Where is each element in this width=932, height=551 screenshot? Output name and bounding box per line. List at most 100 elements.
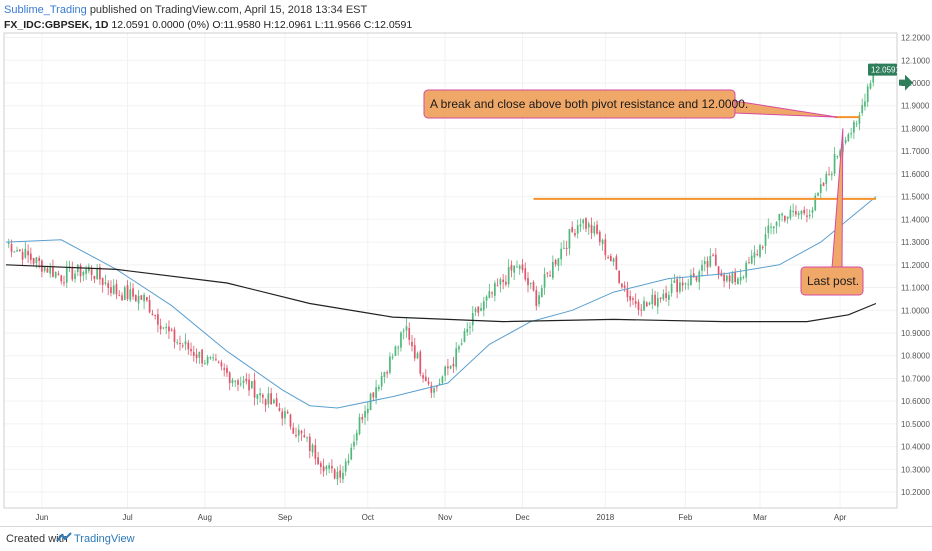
- candle-body: [668, 294, 670, 300]
- candle-body: [88, 266, 90, 272]
- candle-body: [289, 414, 292, 427]
- tradingview-logo-icon[interactable]: [56, 531, 72, 545]
- candle-body: [795, 211, 797, 215]
- candle-body: [123, 287, 126, 301]
- candle-body: [703, 261, 706, 265]
- candlestick-series: [7, 62, 877, 485]
- candle-body: [601, 239, 604, 245]
- candle-body: [767, 225, 770, 234]
- candle-body: [651, 294, 654, 304]
- candle-body: [79, 265, 82, 277]
- candle-body: [527, 277, 529, 286]
- last-price-label: 12.0591: [871, 66, 900, 75]
- candle-body: [237, 380, 239, 385]
- time-tick-label: Jun: [35, 513, 48, 522]
- candle-body: [378, 386, 380, 390]
- time-axis[interactable]: Jun Jul Aug Sep Oct Nov Dec 2018 Feb Mar Apr: [4, 507, 897, 522]
- candle-body: [132, 288, 134, 297]
- candle-body: [692, 273, 695, 278]
- candle-body: [858, 115, 861, 124]
- candle-body: [557, 258, 560, 266]
- candle-body: [488, 291, 491, 298]
- candle-body: [60, 275, 63, 282]
- ohlc-values: 12.0591 0.0000 (0%) O:11.9580 H:12.0961 …: [111, 19, 413, 31]
- candle-body: [179, 343, 181, 345]
- candle-body: [833, 154, 836, 174]
- candle-body: [665, 292, 667, 299]
- candle-body: [402, 330, 405, 332]
- candle-body: [93, 275, 96, 280]
- candle-body: [256, 394, 259, 399]
- price-tick-label: 10.9000: [901, 329, 930, 338]
- candle-body: [168, 326, 170, 332]
- candle-body: [775, 221, 778, 226]
- candle-body: [46, 268, 49, 273]
- candle-body: [262, 394, 264, 398]
- price-tick-label: 10.8000: [901, 352, 930, 361]
- candle-body: [814, 195, 817, 211]
- candle-body: [259, 392, 261, 396]
- candle-body: [690, 274, 692, 286]
- price-tick-label: 10.7000: [901, 374, 930, 383]
- candle-body: [623, 285, 626, 288]
- candle-body: [129, 289, 132, 301]
- price-axis[interactable]: 10.2000 10.3000 10.4000 10.5000 10.6000 10.70…: [868, 33, 930, 508]
- symbol-line: FX_IDC:GBPSEK, 1D 12.0591 0.0000 (0%) O:…: [4, 19, 412, 31]
- candle-body: [140, 295, 143, 300]
- candle-body: [57, 273, 60, 275]
- candle-body: [104, 282, 107, 284]
- candle-body: [438, 383, 441, 386]
- candle-body: [516, 266, 518, 268]
- time-tick-label: Sep: [278, 513, 293, 522]
- callout-box-breakout[interactable]: [423, 89, 736, 119]
- candle-body: [491, 292, 493, 294]
- candle-body: [13, 251, 16, 253]
- candle-body: [65, 267, 68, 283]
- candle-body: [756, 253, 759, 255]
- candle-body: [822, 182, 825, 187]
- candle-body: [477, 306, 480, 313]
- candle-body: [154, 314, 156, 316]
- candle-body: [469, 326, 471, 328]
- candle-body: [670, 283, 673, 293]
- candle-body: [864, 101, 866, 107]
- candle-body: [621, 283, 623, 288]
- candle-body: [568, 229, 571, 249]
- candle-body: [521, 264, 524, 271]
- candle-body: [687, 283, 690, 285]
- candle-body: [209, 357, 212, 359]
- candle-body: [7, 242, 10, 244]
- candle-body: [311, 444, 314, 453]
- candle-body: [126, 285, 129, 299]
- candle-body: [405, 326, 408, 331]
- candle-body: [231, 379, 234, 383]
- candle-body: [452, 363, 455, 367]
- callout-box-last-post[interactable]: [800, 266, 864, 296]
- candle-body: [538, 295, 540, 305]
- candle-body: [336, 471, 339, 480]
- candle-body: [847, 134, 850, 141]
- candle-body: [784, 215, 786, 221]
- annotations[interactable]: A break and close above both pivot resis…: [423, 89, 864, 296]
- candle-body: [778, 213, 781, 221]
- candle-body: [134, 295, 137, 302]
- candle-body: [656, 298, 659, 307]
- candle-body: [21, 251, 24, 260]
- candle-body: [143, 294, 145, 302]
- footer-bar: Created with TradingView: [0, 526, 932, 551]
- candle-body: [734, 271, 736, 283]
- tradingview-brand-link[interactable]: TradingView: [74, 533, 135, 545]
- candle-body: [739, 276, 742, 281]
- candle-body: [836, 155, 839, 157]
- candle-body: [629, 295, 632, 301]
- author-link[interactable]: Sublime_Trading: [4, 4, 87, 16]
- candle-body: [626, 289, 629, 298]
- candle-body: [16, 250, 18, 252]
- candle-body: [742, 277, 745, 279]
- candle-body: [853, 121, 855, 133]
- candle-body: [806, 215, 808, 217]
- candle-body: [615, 256, 618, 270]
- symbol-label: FX_IDC:GBPSEK, 1D: [4, 19, 109, 31]
- candle-body: [598, 231, 601, 242]
